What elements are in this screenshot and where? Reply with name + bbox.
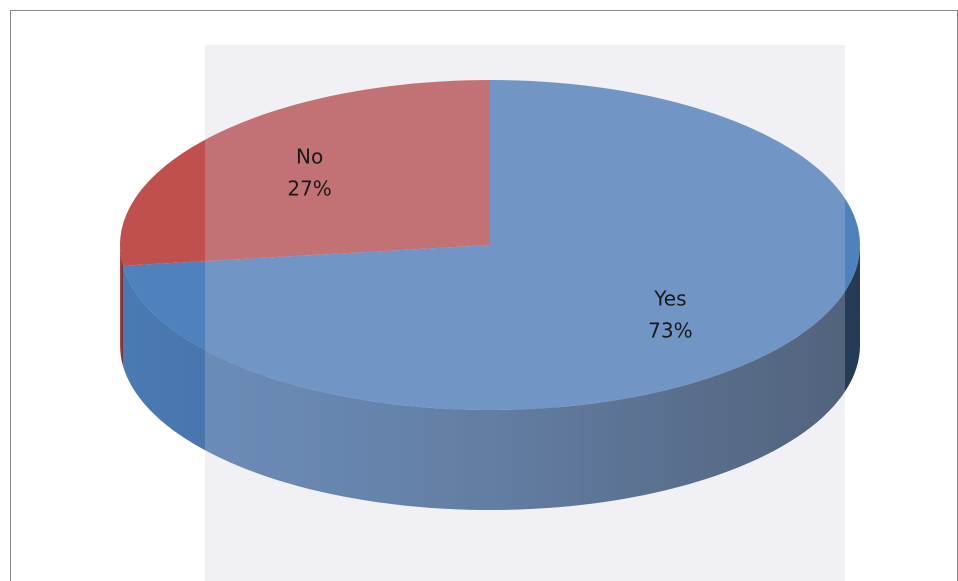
slice-value-label: 27% bbox=[287, 177, 331, 201]
slice-value-label: 73% bbox=[648, 318, 692, 342]
page: Yes73%No27% (() => { const data = JSON.p… bbox=[0, 0, 958, 581]
slice-category-label: No bbox=[296, 145, 323, 169]
watermark bbox=[205, 45, 845, 581]
chart: Yes 73% No 27% bbox=[0, 0, 958, 581]
slice-category-label: Yes bbox=[653, 286, 686, 310]
